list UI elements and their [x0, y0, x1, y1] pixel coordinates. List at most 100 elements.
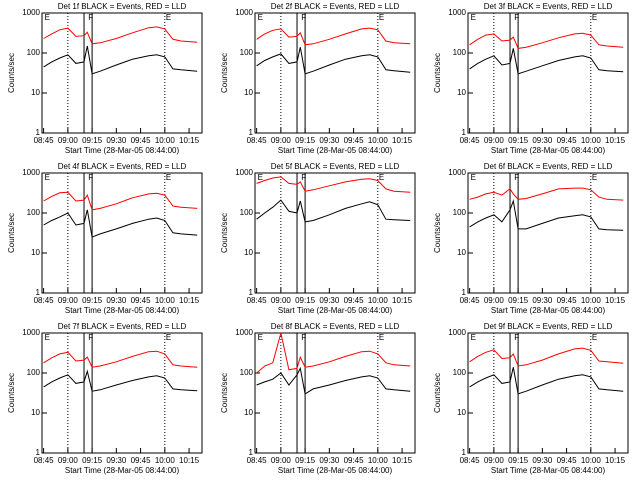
y-tick-label: 100 — [453, 368, 467, 377]
x-tick-label: 10:15 — [605, 296, 626, 305]
x-tick-label: 09:15 — [295, 136, 316, 145]
annotation: E — [592, 333, 597, 342]
x-tick-label: 08:45 — [34, 456, 55, 465]
x-tick-label: 09:00 — [484, 456, 505, 465]
y-tick-label: 100 — [453, 48, 467, 57]
annotation: E — [379, 173, 384, 182]
y-tick-label: 1000 — [22, 328, 40, 337]
y-axis-label: Counts/sec — [7, 213, 16, 253]
y-tick-label: 10 — [457, 88, 466, 97]
x-tick-label: 09:45 — [557, 136, 578, 145]
plot-frame — [467, 172, 629, 294]
y-tick-label: 1000 — [22, 8, 40, 17]
x-axis-label: Start Time (28-Mar-05 08:44:00) — [278, 466, 393, 475]
series-line — [43, 350, 198, 368]
x-tick-label: 09:00 — [484, 136, 505, 145]
x-tick-label: 09:00 — [484, 296, 505, 305]
x-tick-label: 10:15 — [179, 136, 200, 145]
y-axis-label: Counts/sec — [433, 213, 442, 253]
y-axis-label: Counts/sec — [220, 373, 229, 413]
x-tick-label: 08:45 — [34, 136, 55, 145]
x-tick-label: 09:00 — [58, 136, 79, 145]
y-tick-label: 1 — [36, 448, 41, 457]
annotation: E — [166, 333, 171, 342]
x-axis-label: Start Time (28-Mar-05 08:44:00) — [491, 466, 606, 475]
plot-frame — [254, 172, 416, 294]
x-axis-label: Start Time (28-Mar-05 08:44:00) — [491, 146, 606, 155]
annotation: F — [301, 173, 306, 182]
annotation: E — [379, 333, 384, 342]
x-tick-label: 09:15 — [82, 296, 103, 305]
annotation: E — [471, 333, 476, 342]
annotation: F — [301, 333, 306, 342]
x-tick-label: 08:45 — [460, 456, 481, 465]
y-tick-label: 100 — [27, 208, 41, 217]
x-tick-label: 10:00 — [581, 296, 602, 305]
x-tick-label: 10:15 — [605, 456, 626, 465]
annotation: E — [258, 173, 263, 182]
plot-frame — [41, 172, 203, 294]
annotation: E — [45, 333, 50, 342]
y-axis-label: Counts/sec — [7, 53, 16, 93]
x-tick-label: 09:15 — [508, 456, 529, 465]
y-tick-label: 10 — [457, 408, 466, 417]
y-tick-label: 1 — [462, 128, 467, 137]
annotation: E — [471, 13, 476, 22]
y-tick-label: 10 — [31, 88, 40, 97]
x-tick-label: 09:30 — [319, 136, 340, 145]
x-tick-label: 09:45 — [131, 296, 152, 305]
y-tick-label: 1000 — [235, 328, 253, 337]
x-tick-label: 09:30 — [106, 296, 127, 305]
x-tick-label: 08:45 — [247, 136, 268, 145]
y-tick-label: 1000 — [235, 8, 253, 17]
y-axis-label: Counts/sec — [220, 213, 229, 253]
series-line — [43, 191, 198, 211]
x-tick-label: 09:15 — [82, 456, 103, 465]
x-tick-label: 09:00 — [58, 456, 79, 465]
y-tick-label: 1 — [36, 128, 41, 137]
x-axis-label: Start Time (28-Mar-05 08:44:00) — [491, 306, 606, 315]
plot-frame — [41, 332, 203, 454]
x-axis-label: Start Time (28-Mar-05 08:44:00) — [278, 306, 393, 315]
x-tick-label: 10:00 — [155, 456, 176, 465]
x-axis-label: Start Time (28-Mar-05 08:44:00) — [65, 146, 180, 155]
x-tick-label: 09:15 — [82, 136, 103, 145]
x-tick-label: 10:00 — [368, 136, 389, 145]
annotation: E — [592, 173, 597, 182]
y-tick-label: 1000 — [448, 8, 466, 17]
annotation: E — [166, 173, 171, 182]
x-axis-label: Start Time (28-Mar-05 08:44:00) — [278, 146, 393, 155]
x-tick-label: 09:45 — [131, 456, 152, 465]
chart-title: Det 2f BLACK = Events, RED = LLD — [271, 2, 400, 11]
y-axis-label: Counts/sec — [220, 53, 229, 93]
series-line — [469, 187, 624, 201]
annotation: E — [379, 13, 384, 22]
y-tick-label: 10 — [31, 408, 40, 417]
annotation: F — [301, 13, 306, 22]
chart-title: Det 3f BLACK = Events, RED = LLD — [484, 2, 613, 11]
annotation: E — [45, 13, 50, 22]
x-tick-label: 09:30 — [532, 296, 553, 305]
y-tick-label: 100 — [240, 208, 254, 217]
annotation: E — [45, 173, 50, 182]
series-line — [256, 27, 411, 46]
y-tick-label: 1 — [249, 288, 254, 297]
chart-title: Det 4f BLACK = Events, RED = LLD — [58, 162, 187, 171]
y-tick-label: 10 — [244, 248, 253, 257]
x-tick-label: 09:30 — [106, 456, 127, 465]
x-tick-label: 10:00 — [368, 456, 389, 465]
x-axis-label: Start Time (28-Mar-05 08:44:00) — [65, 306, 180, 315]
x-tick-label: 09:45 — [557, 296, 578, 305]
y-tick-label: 10 — [244, 408, 253, 417]
series-line — [469, 367, 624, 395]
plot-frame — [254, 12, 416, 134]
x-tick-label: 08:45 — [247, 296, 268, 305]
y-tick-label: 100 — [240, 368, 254, 377]
annotation: F — [514, 333, 519, 342]
chart-title: Det 5f BLACK = Events, RED = LLD — [271, 162, 400, 171]
x-tick-label: 09:00 — [271, 456, 292, 465]
x-tick-label: 10:15 — [179, 296, 200, 305]
x-tick-label: 10:00 — [581, 136, 602, 145]
series-line — [469, 199, 624, 231]
x-tick-label: 09:00 — [58, 296, 79, 305]
